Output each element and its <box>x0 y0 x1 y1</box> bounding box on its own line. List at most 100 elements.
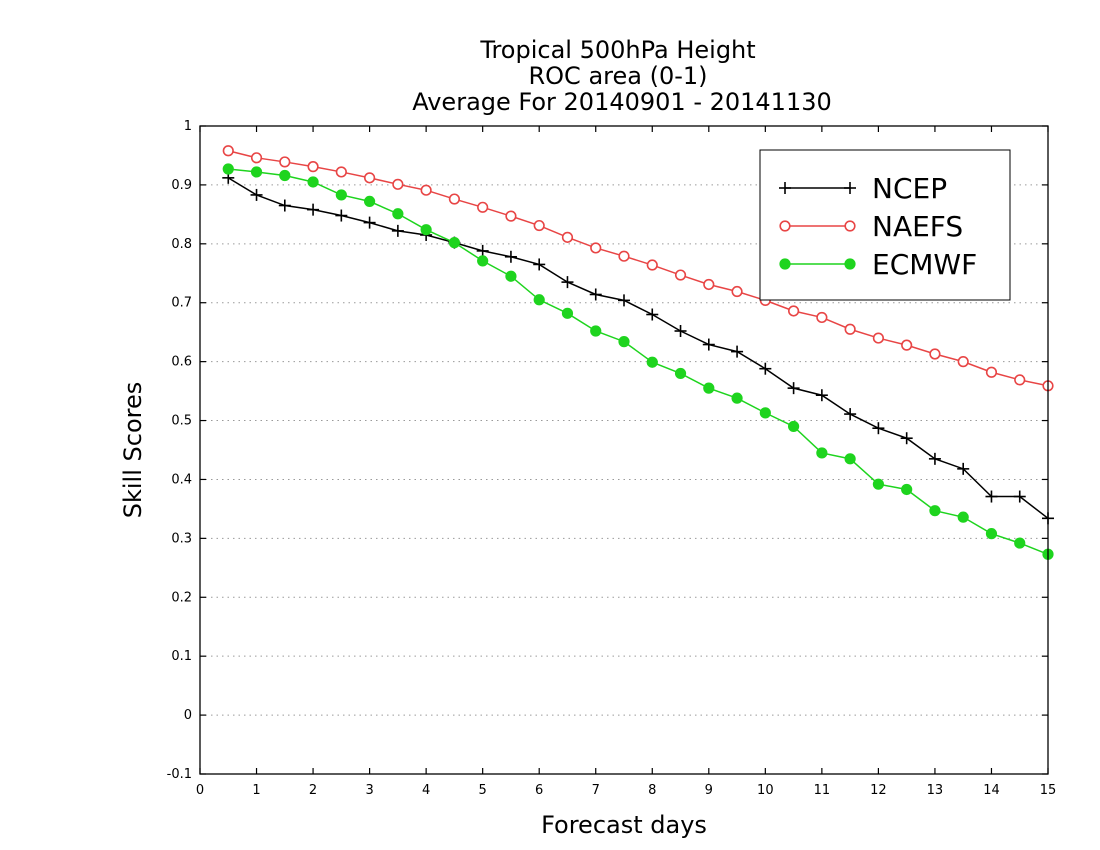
data-point-naefs <box>674 269 687 281</box>
data-point-ncep <box>844 408 857 421</box>
data-point-ncep <box>928 452 941 465</box>
legend-marker-naefs <box>844 220 856 232</box>
y-tick-label: 0.9 <box>171 178 192 193</box>
x-tick-label: 10 <box>757 783 774 798</box>
data-point-ncep <box>533 258 546 271</box>
data-point-ncep <box>307 203 320 216</box>
legend-entry-naefs: NAEFS <box>779 210 963 243</box>
data-point-ncep <box>872 422 885 435</box>
y-tick-label: -0.1 <box>167 767 192 782</box>
legend-entry-ecmwf: ECMWF <box>779 248 977 281</box>
data-point-ecmwf <box>788 420 800 433</box>
data-point-ncep <box>363 216 376 229</box>
data-point-ecmwf <box>392 208 404 220</box>
series-line-ncep <box>227 177 1049 519</box>
legend-marker-ncep <box>844 182 856 194</box>
x-tick-label: 0 <box>196 783 204 798</box>
data-point-ecmwf <box>477 255 489 267</box>
axis-ticks: -0.100.10.20.30.40.50.60.70.80.910 1 2 3 4 5 6… <box>167 119 1057 798</box>
legend-marker-ncep <box>779 182 791 194</box>
title-line-2: ROC area (0-1) <box>528 62 707 90</box>
data-point-naefs <box>448 193 461 205</box>
series-ncep <box>222 171 1054 525</box>
data-point-ecmwf <box>222 163 234 175</box>
data-point-naefs <box>561 231 574 243</box>
data-point-ncep <box>815 389 828 402</box>
data-point-naefs <box>477 201 489 213</box>
data-point-ecmwf <box>561 307 574 319</box>
data-point-naefs <box>787 305 800 317</box>
data-point-ncep <box>985 490 998 503</box>
legend-marker-naefs <box>779 220 791 232</box>
data-point-naefs <box>646 259 658 271</box>
y-axis-label: Skill Scores <box>119 382 147 519</box>
data-point-ecmwf <box>646 356 658 368</box>
data-point-ecmwf <box>872 478 885 490</box>
data-point-naefs <box>222 145 234 157</box>
legend: NCEP NAEFS ECMWF <box>759 149 1011 301</box>
data-point-ncep <box>900 432 913 445</box>
data-point-ecmwf <box>929 505 941 517</box>
data-point-ncep <box>335 209 348 222</box>
y-tick-label: 0.3 <box>171 531 192 546</box>
data-point-ncep <box>646 308 659 321</box>
data-point-ncep <box>702 338 715 351</box>
x-axis-label: Forecast days <box>541 811 707 839</box>
data-point-ecmwf <box>674 367 687 380</box>
x-tick-label: 5 <box>479 783 487 798</box>
data-point-naefs <box>505 210 517 222</box>
data-point-ncep <box>561 276 574 289</box>
x-tick-label: 4 <box>422 783 430 798</box>
data-point-ncep <box>391 224 404 237</box>
data-point-naefs <box>929 348 941 360</box>
y-tick-label: 0.6 <box>171 355 192 370</box>
data-point-naefs <box>957 356 969 368</box>
data-point-ncep <box>731 345 744 358</box>
data-point-naefs <box>985 366 998 378</box>
x-tick-label: 12 <box>870 783 887 798</box>
x-tick-label: 8 <box>648 783 656 798</box>
data-point-ecmwf <box>307 176 319 188</box>
data-point-ecmwf <box>420 224 432 236</box>
legend-label-naefs: NAEFS <box>872 210 963 243</box>
y-tick-label: 0 <box>184 708 192 723</box>
data-point-naefs <box>901 339 913 351</box>
y-tick-label: 0.8 <box>171 237 192 252</box>
data-point-ncep <box>476 244 489 257</box>
x-tick-label: 13 <box>927 783 944 798</box>
x-tick-label: 14 <box>983 783 1000 798</box>
legend-label-ecmwf: ECMWF <box>872 248 977 281</box>
chart-title: Tropical 500hPa Height ROC area (0-1) Av… <box>412 36 832 116</box>
data-point-naefs <box>844 323 856 335</box>
data-point-naefs <box>703 278 715 291</box>
data-point-ecmwf <box>533 294 545 306</box>
legend-box <box>759 149 1011 301</box>
data-point-naefs <box>816 311 828 324</box>
data-point-naefs <box>533 219 545 232</box>
data-point-ecmwf <box>957 511 969 523</box>
data-point-ncep <box>674 325 687 338</box>
data-point-naefs <box>335 166 347 178</box>
y-tick-label: 0.1 <box>171 649 192 664</box>
data-point-ecmwf <box>901 483 913 496</box>
y-tick-label: 0.2 <box>171 590 192 605</box>
data-point-naefs <box>1014 374 1026 386</box>
data-point-ecmwf <box>759 407 771 419</box>
title-line-1: Tropical 500hPa Height <box>479 36 755 64</box>
data-point-naefs <box>279 156 291 168</box>
title-line-3: Average For 20140901 - 20141130 <box>412 88 832 116</box>
data-point-ecmwf <box>279 169 291 182</box>
legend-marker-ecmwf <box>779 258 791 270</box>
x-tick-label: 11 <box>814 783 831 798</box>
data-point-ncep <box>618 294 630 307</box>
data-point-naefs <box>250 152 263 164</box>
data-point-ncep <box>589 288 602 301</box>
data-point-naefs <box>392 178 404 190</box>
data-point-ncep <box>787 382 800 395</box>
data-point-ecmwf <box>335 189 347 201</box>
x-tick-label: 15 <box>1040 783 1057 798</box>
data-point-ecmwf <box>703 382 715 394</box>
y-tick-label: 0.7 <box>171 296 192 311</box>
data-point-ecmwf <box>816 447 828 459</box>
